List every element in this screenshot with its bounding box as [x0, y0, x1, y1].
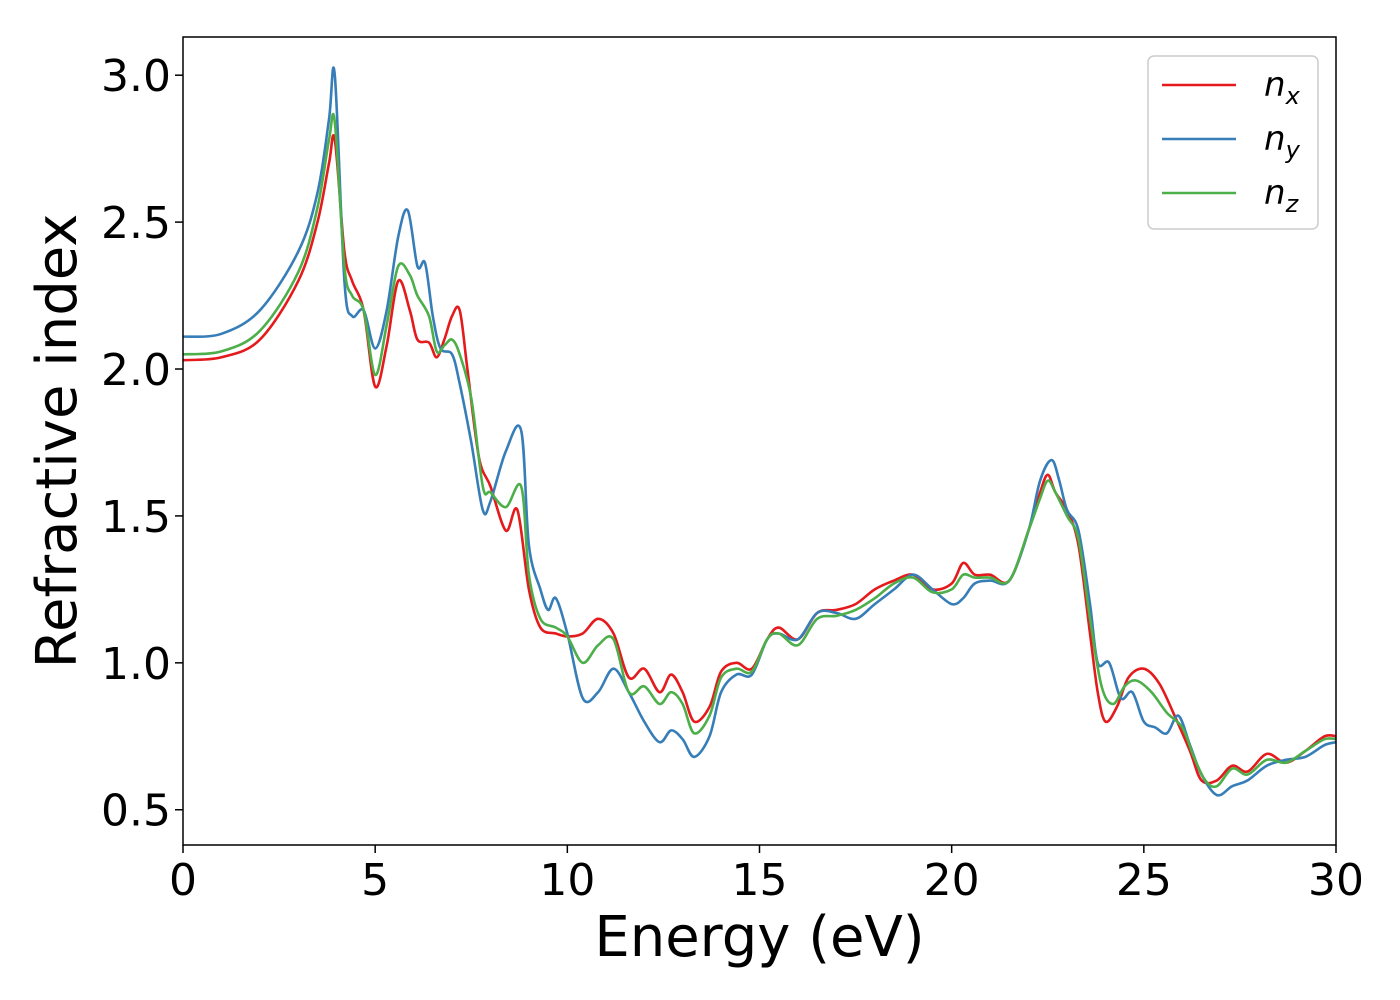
legend-frame	[1147, 55, 1319, 230]
y-tick-label: 2.5	[101, 198, 171, 249]
x-tick-label: 0	[169, 855, 197, 906]
legend-label-y: ny	[1264, 119, 1301, 164]
plot-background	[183, 37, 1336, 845]
y-tick-label: 1.0	[101, 639, 171, 690]
y-tick-label: 1.5	[101, 492, 171, 543]
y-tick-label: 3.0	[101, 51, 171, 102]
x-tick-label: 20	[924, 855, 980, 906]
x-tick-label: 15	[732, 855, 788, 906]
y-tick-label: 0.5	[101, 786, 171, 837]
x-axis: 0 5 10 15 20 25 30	[169, 845, 1364, 906]
y-axis: 0.5 1.0 1.5 2.0 2.5 3.0	[101, 51, 183, 837]
series-line-z	[182, 112, 1337, 789]
x-tick-label: 5	[361, 855, 389, 906]
legend: nx ny nz	[1147, 55, 1319, 230]
legend-label-z: nz	[1264, 173, 1300, 218]
series-line-y	[182, 66, 1337, 797]
legend-label-x: nx	[1264, 65, 1301, 110]
y-tick-label: 2.0	[101, 345, 171, 396]
x-tick-label: 25	[1116, 855, 1172, 906]
x-axis-title: Energy (eV)	[594, 905, 924, 970]
y-axis-title: Refractive index	[25, 214, 90, 669]
x-tick-label: 30	[1308, 855, 1364, 906]
series-layer	[182, 66, 1337, 797]
x-tick-label: 10	[539, 855, 595, 906]
